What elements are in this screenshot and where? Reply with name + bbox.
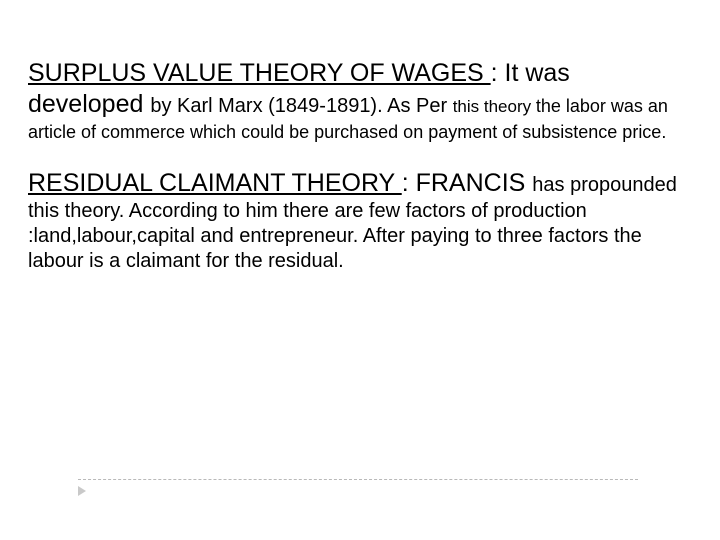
residual-claimant-lead: : FRANCIS xyxy=(402,169,533,197)
footer-divider xyxy=(78,479,638,480)
surplus-value-paragraph: SURPLUS VALUE THEORY OF WAGES : It was d… xyxy=(28,58,692,144)
residual-claimant-tail: has xyxy=(532,174,570,196)
surplus-value-mid: by Karl Marx (1849-1891). As Per xyxy=(150,95,452,117)
bullet-marker-icon xyxy=(78,486,86,496)
surplus-value-tail: this theory xyxy=(453,97,536,116)
residual-claimant-paragraph: RESIDUAL CLAIMANT THEORY : FRANCIS has p… xyxy=(28,168,692,274)
surplus-value-title: SURPLUS VALUE THEORY OF WAGES xyxy=(28,59,491,87)
residual-claimant-title: RESIDUAL CLAIMANT THEORY xyxy=(28,169,402,197)
